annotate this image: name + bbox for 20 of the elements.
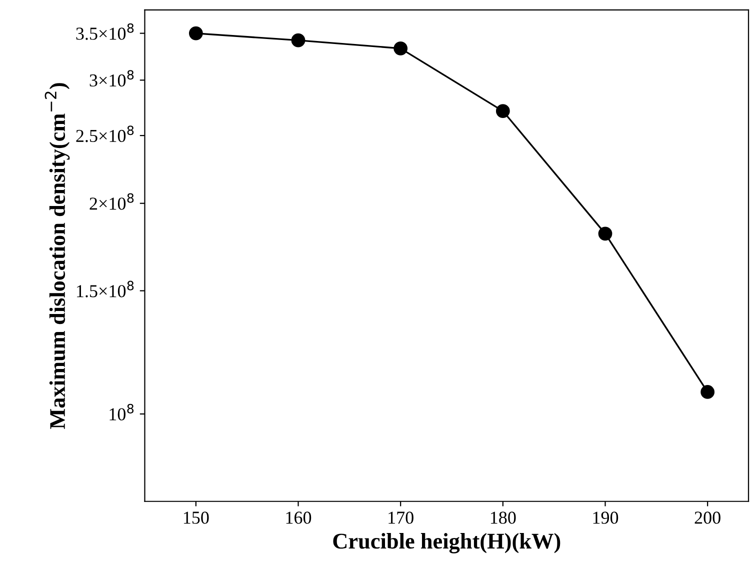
point (496, 104, 510, 118)
x-tick-label: 180 (490, 512, 516, 524)
x-tick-label: 190 (593, 512, 618, 524)
x-tick-label: 150 (184, 512, 209, 524)
y-axis-title: Maximum dislocation density(cm$^{−2}$) (44, 83, 70, 429)
point (700, 385, 715, 399)
y-tick-label: 3×10$^{8}$ (90, 70, 134, 87)
point (188, 26, 203, 40)
x-tick-label: 170 (388, 512, 414, 524)
y-tick-label: 2.5×10$^{8}$ (76, 126, 134, 142)
point (291, 33, 306, 48)
x-tick-label: 200 (694, 512, 720, 524)
point (394, 41, 408, 56)
y-tick-label: 1.5×10$^{8}$ (77, 280, 134, 298)
x-tick-label: 160 (286, 512, 312, 524)
y-tick-label: 3.5×10$^{8}$ (76, 23, 134, 40)
y-tick-label: 10$^{8}$ (110, 404, 134, 420)
x-axis-title: Crucible height(H)(kW) (333, 533, 560, 554)
y-tick-label: 2×10$^{8}$ (90, 193, 134, 210)
point (598, 226, 612, 241)
